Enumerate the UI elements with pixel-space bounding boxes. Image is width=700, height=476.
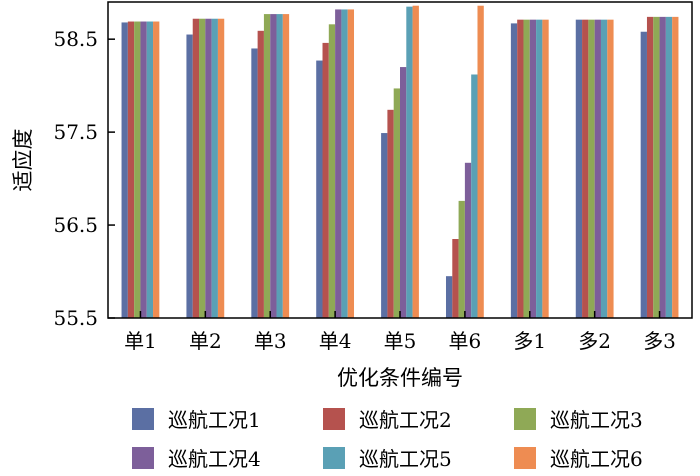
legend-item: 巡航工况4 xyxy=(132,447,261,471)
y-tick-label: 57.5 xyxy=(53,120,98,144)
bar xyxy=(523,19,530,318)
legend-label: 巡航工况1 xyxy=(168,408,261,432)
bar xyxy=(600,19,608,318)
bar xyxy=(477,5,484,318)
bar xyxy=(134,21,141,319)
bar xyxy=(146,21,154,319)
bar xyxy=(672,16,679,319)
bar xyxy=(328,24,336,319)
legend-swatch xyxy=(132,447,154,469)
bar xyxy=(387,109,394,318)
legend-label: 巡航工况2 xyxy=(359,408,452,432)
legend-label: 巡航工况6 xyxy=(550,447,643,471)
y-tick-label: 55.5 xyxy=(53,306,98,330)
x-axis-label: 优化条件编号 xyxy=(337,366,463,390)
bar xyxy=(653,16,660,319)
bar xyxy=(393,88,400,318)
bar xyxy=(347,9,355,318)
bar xyxy=(588,19,595,318)
bar xyxy=(445,276,453,318)
bar xyxy=(575,19,583,318)
bar xyxy=(517,19,524,318)
bar xyxy=(400,67,407,318)
bar xyxy=(276,14,283,319)
bar xyxy=(263,14,271,319)
y-tick-label: 56.5 xyxy=(53,213,98,237)
bar xyxy=(529,19,537,318)
bar xyxy=(186,34,193,318)
legend-swatch xyxy=(514,408,536,430)
bar xyxy=(412,5,419,318)
bar xyxy=(464,162,472,318)
legend-item: 巡航工况2 xyxy=(323,408,452,432)
y-axis: 55.5 56.5 57.5 58.5 xyxy=(53,27,115,330)
bar xyxy=(322,42,329,318)
x-tick-label: 单1 xyxy=(124,329,157,353)
x-tick-label: 多3 xyxy=(643,329,676,353)
bar xyxy=(406,6,413,319)
bar xyxy=(121,22,128,318)
bar xyxy=(341,9,348,318)
legend-item: 巡航工况3 xyxy=(514,408,643,432)
bar xyxy=(153,21,160,319)
bar xyxy=(211,18,218,318)
bar xyxy=(251,48,258,318)
bar xyxy=(140,21,147,319)
x-tick-label: 多1 xyxy=(513,329,546,353)
bar xyxy=(471,74,478,319)
bar xyxy=(257,30,264,319)
legend-swatch xyxy=(323,447,345,469)
bar xyxy=(458,200,465,318)
bar xyxy=(217,18,225,318)
legend-item: 巡航工况1 xyxy=(132,408,261,432)
legend-label: 巡航工况4 xyxy=(168,447,261,471)
bar xyxy=(282,14,290,319)
legend-item: 巡航工况5 xyxy=(323,447,452,471)
bar xyxy=(659,16,666,319)
legend-label: 巡航工况5 xyxy=(359,447,452,471)
x-tick-label: 多2 xyxy=(578,329,611,353)
bar xyxy=(199,18,206,318)
bars-group xyxy=(121,5,679,319)
bar xyxy=(205,18,212,318)
legend: 巡航工况1 巡航工况2 巡航工况3 巡航工况4 巡航工况5 巡航工况6 xyxy=(132,408,643,471)
bar xyxy=(582,19,589,318)
y-axis-label: 适应度 xyxy=(11,129,35,192)
x-axis: 单1 单2 单3 单4 单5 单6 多1 多2 多3 xyxy=(124,311,676,353)
bar xyxy=(510,23,518,318)
legend-swatch xyxy=(132,408,154,430)
bar xyxy=(640,31,647,319)
y-tick-label: 58.5 xyxy=(53,27,98,51)
legend-item: 巡航工况6 xyxy=(514,447,643,471)
legend-swatch xyxy=(514,447,536,469)
bar xyxy=(646,16,654,319)
bar xyxy=(316,60,323,319)
legend-swatch xyxy=(323,408,345,430)
bar xyxy=(594,19,601,318)
x-tick-label: 单2 xyxy=(189,329,222,353)
bar xyxy=(665,16,673,319)
bar xyxy=(452,239,459,318)
bar xyxy=(270,14,277,319)
bar xyxy=(607,19,614,318)
legend-label: 巡航工况3 xyxy=(550,408,643,432)
bar xyxy=(381,133,388,318)
bar xyxy=(542,19,549,318)
x-tick-label: 单5 xyxy=(384,329,417,353)
x-tick-label: 单4 xyxy=(319,329,352,353)
x-tick-label: 单6 xyxy=(449,329,482,353)
bar xyxy=(192,18,200,318)
bar xyxy=(335,9,342,318)
x-tick-label: 单3 xyxy=(254,329,287,353)
bar xyxy=(536,19,543,318)
bar xyxy=(127,21,135,319)
